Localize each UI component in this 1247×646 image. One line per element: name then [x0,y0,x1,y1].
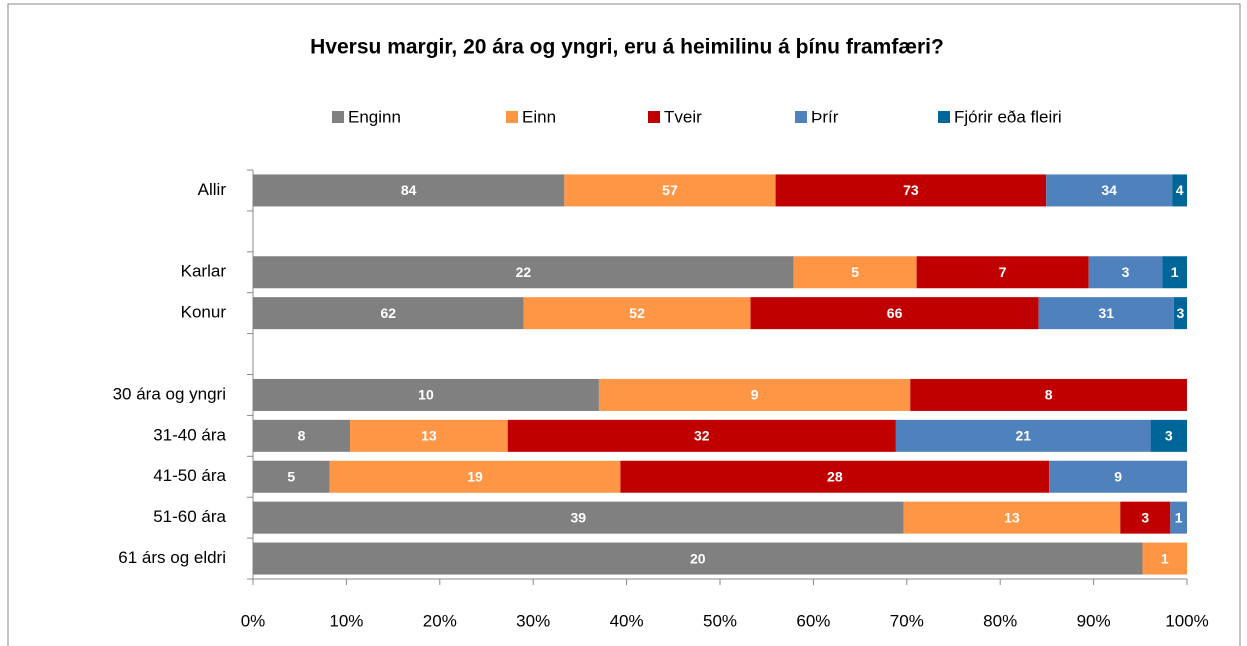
bar-segment [916,256,1089,289]
bar-segment [253,174,565,207]
bar-segment [1162,256,1187,289]
bar-segment [253,419,351,452]
bar-segment [1150,419,1187,452]
bar-segment [775,174,1047,207]
value-label: 13 [421,428,437,444]
y-tick-label: Allir [198,180,227,199]
bar-segment [750,297,1039,330]
legend-label: Einn [522,107,556,126]
value-label: 5 [287,468,295,484]
legend-label: Fjórir eða fleiri [954,107,1062,126]
value-label: 19 [467,468,483,484]
value-label: 8 [298,428,306,444]
y-tick-label: Karlar [181,262,227,281]
chart-frame [7,3,1241,646]
value-label: 5 [851,264,859,280]
value-label: 62 [381,305,397,321]
bar-segment [253,460,330,493]
value-label: 3 [1141,509,1149,525]
x-tick-label: 30% [516,611,550,630]
bar-segment [1038,297,1174,330]
y-tick-label: 51-60 ára [153,507,226,526]
bar-segment [1173,297,1187,330]
value-label: 22 [516,264,532,280]
bar-segment [1120,501,1171,534]
x-tick-label: 90% [1077,611,1111,630]
legend-swatch [938,111,950,123]
y-tick-label: 30 ára og yngri [113,384,226,403]
value-label: 10 [418,387,434,403]
bar-segment [620,460,1050,493]
bar-segment [507,419,896,452]
x-tick-label: 20% [423,611,457,630]
value-label: 34 [1101,182,1117,198]
value-label: 39 [570,509,586,525]
value-label: 31 [1098,305,1114,321]
x-tick-label: 70% [890,611,924,630]
value-label: 3 [1165,428,1173,444]
legend-label: Þrír [811,107,839,126]
value-label: 13 [1004,509,1020,525]
bar-segment [1142,542,1187,575]
value-label: 57 [662,182,678,198]
value-label: 20 [690,550,706,566]
value-label: 66 [887,305,903,321]
bar-segment [253,501,904,534]
y-tick-label: 31-40 ára [153,425,226,444]
x-tick-label: 100% [1165,611,1208,630]
legend-swatch [332,111,344,123]
bar-segment [1088,256,1163,289]
value-label: 1 [1171,264,1179,280]
value-label: 73 [903,182,919,198]
value-label: 28 [827,468,843,484]
value-label: 7 [999,264,1007,280]
bar-segment [253,256,794,289]
bar-segment [329,460,621,493]
value-label: 8 [1045,387,1053,403]
value-label: 4 [1176,182,1184,198]
value-label: 84 [401,182,417,198]
value-label: 32 [694,428,710,444]
x-tick-label: 40% [610,611,644,630]
value-label: 3 [1177,305,1185,321]
x-tick-label: 10% [329,611,363,630]
legend-swatch [506,111,518,123]
legend-swatch [648,111,660,123]
legend-label: Enginn [348,107,401,126]
bar-segment [1170,501,1187,534]
legend-label: Tveir [664,107,702,126]
y-tick-label: 61 árs og eldri [118,548,226,567]
value-label: 52 [629,305,645,321]
bar-segment [350,419,508,452]
value-label: 21 [1015,428,1031,444]
value-label: 3 [1122,264,1130,280]
x-tick-label: 50% [703,611,737,630]
x-tick-label: 0% [241,611,266,630]
bar-segment [564,174,776,207]
bar-segment [253,378,599,411]
value-label: 9 [1114,468,1122,484]
chart-title: Hversu margir, 20 ára og yngri, eru á he… [310,36,944,59]
bar-segment [1172,174,1187,207]
y-tick-label: Konur [181,303,227,322]
bar-segment [253,542,1143,575]
bar-segment [253,297,524,330]
legend-swatch [795,111,807,123]
value-label: 9 [751,387,759,403]
bar-segment [793,256,917,289]
value-label: 1 [1161,550,1169,566]
bar-segment [903,501,1121,534]
x-tick-label: 80% [983,611,1017,630]
value-label: 1 [1175,509,1183,525]
bar-segment [1046,174,1173,207]
bar-segment [598,378,911,411]
bar-segment [1049,460,1187,493]
bar-segment [523,297,751,330]
x-tick-label: 60% [796,611,830,630]
bar-segment [910,378,1187,411]
bar-segment [895,419,1151,452]
y-tick-label: 41-50 ára [153,466,226,485]
